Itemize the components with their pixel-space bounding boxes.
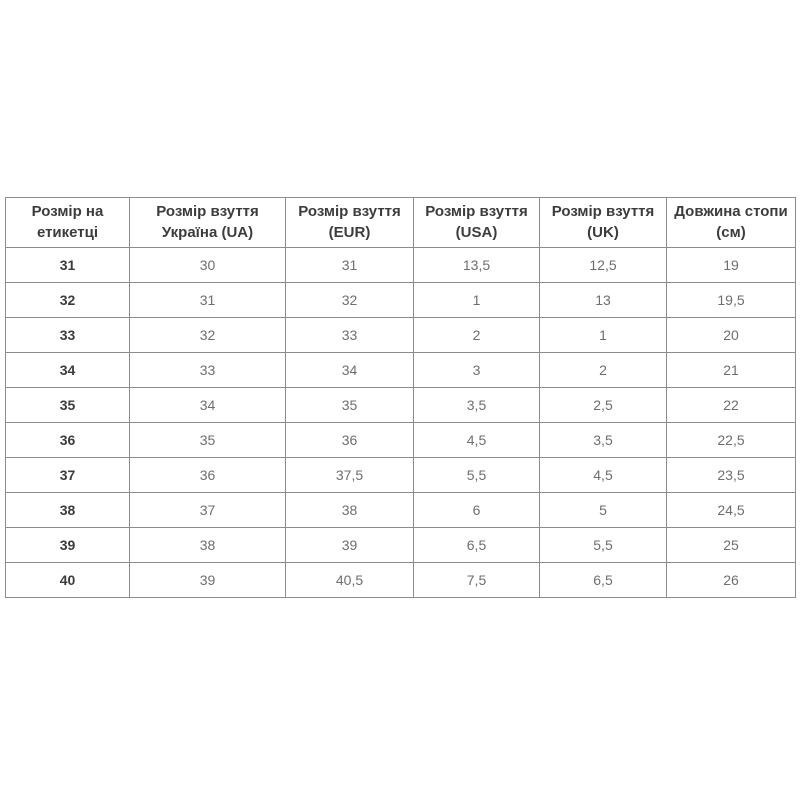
cell-eur: 33 bbox=[285, 317, 414, 353]
shoe-size-conversion-table: Розмір на етикетці Розмір взуття Україна … bbox=[5, 197, 796, 598]
cell-uk: 2,5 bbox=[539, 387, 667, 423]
table-row: 37 36 37,5 5,5 4,5 23,5 bbox=[5, 457, 796, 493]
cell-eur: 40,5 bbox=[285, 562, 414, 598]
table-row: 36 35 36 4,5 3,5 22,5 bbox=[5, 422, 796, 458]
column-header-usa: Розмір взуття (USA) bbox=[413, 197, 540, 248]
cell-foot: 19 bbox=[666, 247, 796, 283]
column-header-uk: Розмір взуття (UK) bbox=[539, 197, 667, 248]
cell-eur: 39 bbox=[285, 527, 414, 563]
cell-usa: 5,5 bbox=[413, 457, 540, 493]
cell-usa: 4,5 bbox=[413, 422, 540, 458]
table-row: 32 31 32 1 13 19,5 bbox=[5, 282, 796, 318]
cell-label: 32 bbox=[5, 282, 130, 318]
column-header-foot: Довжина стопи (см) bbox=[666, 197, 796, 248]
table-row: 38 37 38 6 5 24,5 bbox=[5, 492, 796, 528]
cell-uk: 5,5 bbox=[539, 527, 667, 563]
cell-usa: 3 bbox=[413, 352, 540, 388]
table-row: 34 33 34 3 2 21 bbox=[5, 352, 796, 388]
cell-uk: 13 bbox=[539, 282, 667, 318]
cell-eur: 34 bbox=[285, 352, 414, 388]
table-body: 31 30 31 13,5 12,5 19 32 31 32 1 13 19,5 33 32 33 2 1 20 3… bbox=[5, 247, 796, 598]
cell-uk: 1 bbox=[539, 317, 667, 353]
cell-ua: 38 bbox=[129, 527, 286, 563]
cell-ua: 30 bbox=[129, 247, 286, 283]
cell-label: 40 bbox=[5, 562, 130, 598]
cell-eur: 31 bbox=[285, 247, 414, 283]
column-header-label: Розмір на етикетці bbox=[5, 197, 130, 248]
table-row: 31 30 31 13,5 12,5 19 bbox=[5, 247, 796, 283]
cell-foot: 19,5 bbox=[666, 282, 796, 318]
cell-usa: 1 bbox=[413, 282, 540, 318]
cell-label: 36 bbox=[5, 422, 130, 458]
cell-eur: 36 bbox=[285, 422, 414, 458]
cell-foot: 23,5 bbox=[666, 457, 796, 493]
cell-ua: 31 bbox=[129, 282, 286, 318]
table-header: Розмір на етикетці Розмір взуття Україна … bbox=[5, 197, 796, 248]
cell-ua: 39 bbox=[129, 562, 286, 598]
column-header-eur: Розмір взуття (EUR) bbox=[285, 197, 414, 248]
cell-label: 35 bbox=[5, 387, 130, 423]
cell-uk: 4,5 bbox=[539, 457, 667, 493]
cell-ua: 32 bbox=[129, 317, 286, 353]
cell-uk: 3,5 bbox=[539, 422, 667, 458]
cell-foot: 20 bbox=[666, 317, 796, 353]
cell-ua: 36 bbox=[129, 457, 286, 493]
table-row: 40 39 40,5 7,5 6,5 26 bbox=[5, 562, 796, 598]
cell-eur: 35 bbox=[285, 387, 414, 423]
cell-ua: 33 bbox=[129, 352, 286, 388]
cell-eur: 38 bbox=[285, 492, 414, 528]
cell-label: 33 bbox=[5, 317, 130, 353]
cell-uk: 5 bbox=[539, 492, 667, 528]
cell-ua: 35 bbox=[129, 422, 286, 458]
cell-uk: 2 bbox=[539, 352, 667, 388]
cell-foot: 21 bbox=[666, 352, 796, 388]
cell-label: 38 bbox=[5, 492, 130, 528]
cell-foot: 25 bbox=[666, 527, 796, 563]
cell-usa: 6,5 bbox=[413, 527, 540, 563]
cell-label: 34 bbox=[5, 352, 130, 388]
cell-ua: 37 bbox=[129, 492, 286, 528]
table-row: 33 32 33 2 1 20 bbox=[5, 317, 796, 353]
cell-uk: 12,5 bbox=[539, 247, 667, 283]
cell-eur: 37,5 bbox=[285, 457, 414, 493]
cell-foot: 26 bbox=[666, 562, 796, 598]
cell-usa: 13,5 bbox=[413, 247, 540, 283]
cell-label: 31 bbox=[5, 247, 130, 283]
cell-foot: 22,5 bbox=[666, 422, 796, 458]
cell-usa: 7,5 bbox=[413, 562, 540, 598]
cell-foot: 22 bbox=[666, 387, 796, 423]
cell-usa: 6 bbox=[413, 492, 540, 528]
cell-usa: 3,5 bbox=[413, 387, 540, 423]
cell-uk: 6,5 bbox=[539, 562, 667, 598]
cell-foot: 24,5 bbox=[666, 492, 796, 528]
cell-eur: 32 bbox=[285, 282, 414, 318]
table-row: 35 34 35 3,5 2,5 22 bbox=[5, 387, 796, 423]
header-row: Розмір на етикетці Розмір взуття Україна … bbox=[5, 197, 796, 248]
cell-usa: 2 bbox=[413, 317, 540, 353]
cell-label: 39 bbox=[5, 527, 130, 563]
column-header-ua: Розмір взуття Україна (UA) bbox=[129, 197, 286, 248]
cell-label: 37 bbox=[5, 457, 130, 493]
cell-ua: 34 bbox=[129, 387, 286, 423]
table-row: 39 38 39 6,5 5,5 25 bbox=[5, 527, 796, 563]
